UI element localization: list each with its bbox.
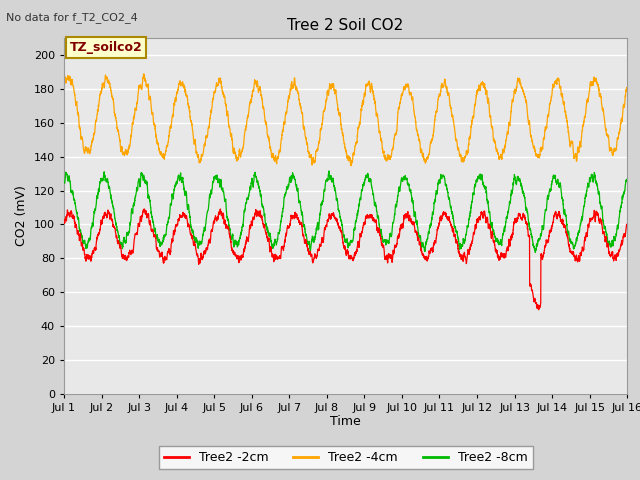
Title: Tree 2 Soil CO2: Tree 2 Soil CO2 bbox=[287, 18, 404, 33]
Legend: Tree2 -2cm, Tree2 -4cm, Tree2 -8cm: Tree2 -2cm, Tree2 -4cm, Tree2 -8cm bbox=[159, 446, 532, 469]
Text: TZ_soilco2: TZ_soilco2 bbox=[70, 41, 142, 54]
Y-axis label: CO2 (mV): CO2 (mV) bbox=[15, 186, 28, 246]
X-axis label: Time: Time bbox=[330, 415, 361, 429]
Text: No data for f_T2_CO2_4: No data for f_T2_CO2_4 bbox=[6, 12, 138, 23]
